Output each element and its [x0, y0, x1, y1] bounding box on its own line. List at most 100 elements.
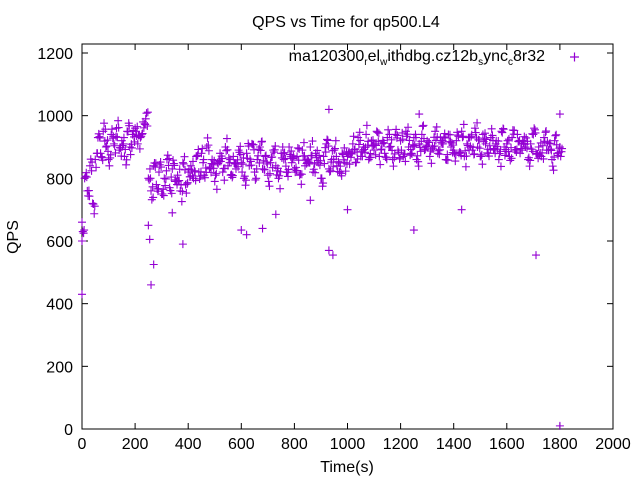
data-point	[210, 177, 219, 186]
data-point	[131, 127, 140, 136]
data-point	[145, 235, 154, 244]
data-point	[415, 143, 424, 152]
data-point	[103, 136, 112, 145]
legend-marker	[570, 52, 579, 62]
x-tick-label: 400	[175, 436, 202, 453]
data-point	[370, 146, 379, 155]
data-point	[149, 260, 158, 269]
data-point	[477, 150, 486, 159]
data-point	[179, 159, 188, 168]
data-point	[320, 159, 329, 168]
data-point	[355, 128, 364, 137]
data-point	[192, 152, 201, 161]
data-point	[198, 144, 207, 153]
data-point	[167, 173, 176, 182]
data-point	[545, 139, 554, 148]
data-point	[235, 148, 244, 157]
data-point	[404, 123, 413, 132]
data-point	[114, 123, 123, 132]
data-point	[78, 290, 86, 299]
data-point	[443, 156, 452, 165]
data-point	[143, 108, 152, 117]
data-point	[445, 130, 454, 139]
data-point	[354, 140, 363, 149]
data-point	[329, 162, 338, 171]
data-point	[546, 139, 555, 148]
data-point	[435, 145, 444, 154]
data-points	[78, 105, 567, 430]
data-point	[437, 138, 446, 147]
data-point	[297, 170, 306, 179]
data-point	[254, 151, 263, 160]
data-point	[284, 172, 293, 181]
data-point	[101, 143, 110, 151]
data-point	[328, 251, 337, 260]
data-point	[498, 128, 507, 137]
data-point	[78, 237, 86, 245]
data-point	[392, 125, 401, 134]
data-point	[478, 130, 487, 139]
data-point	[330, 146, 339, 155]
chart-title: QPS vs Time for qp500.L4	[252, 14, 440, 31]
data-point	[362, 130, 371, 139]
data-point	[341, 167, 350, 176]
plot-border	[81, 43, 614, 430]
data-point	[161, 174, 170, 183]
data-point	[388, 155, 397, 164]
data-point	[222, 146, 231, 155]
data-point	[154, 184, 163, 193]
data-point	[277, 153, 286, 162]
data-point	[539, 154, 548, 163]
data-point	[170, 161, 179, 170]
data-point	[348, 139, 357, 148]
data-point	[510, 126, 519, 135]
data-point	[261, 152, 270, 161]
data-point	[224, 153, 233, 162]
data-point	[240, 172, 249, 181]
data-point	[97, 152, 106, 161]
data-point	[169, 156, 178, 165]
data-point	[165, 154, 174, 163]
data-point	[410, 141, 419, 150]
data-point	[343, 205, 352, 214]
data-point	[238, 168, 247, 177]
data-point	[372, 127, 381, 136]
data-point	[319, 152, 328, 161]
data-point	[531, 128, 540, 137]
data-point	[98, 156, 107, 165]
data-point	[555, 421, 564, 430]
data-point	[418, 122, 427, 131]
x-axis-label: Time(s)	[320, 459, 374, 476]
data-point	[236, 142, 245, 151]
data-point	[180, 152, 189, 161]
data-point	[280, 148, 289, 157]
data-point	[298, 146, 307, 155]
data-point	[279, 155, 288, 164]
data-point	[455, 148, 464, 157]
data-point	[108, 125, 117, 134]
data-point	[323, 135, 332, 144]
data-point	[430, 142, 439, 151]
data-point	[508, 133, 517, 142]
data-point	[85, 161, 94, 170]
data-point	[207, 168, 216, 177]
data-point	[182, 189, 191, 198]
data-point	[475, 136, 484, 145]
data-point	[416, 147, 425, 156]
data-point	[494, 137, 503, 146]
data-point	[110, 141, 119, 150]
data-point	[297, 180, 306, 189]
data-point	[168, 164, 177, 173]
data-point	[338, 150, 347, 159]
y-tick-label: 1000	[37, 109, 73, 126]
data-point	[487, 124, 496, 133]
data-point	[461, 162, 470, 171]
data-point	[439, 132, 448, 141]
data-point	[425, 152, 434, 161]
data-point	[306, 143, 315, 151]
legend-label-part: ithdbg.cz12b	[387, 48, 478, 65]
data-point	[203, 133, 212, 142]
data-point	[411, 133, 420, 142]
data-point	[293, 143, 302, 152]
data-point	[459, 132, 468, 141]
